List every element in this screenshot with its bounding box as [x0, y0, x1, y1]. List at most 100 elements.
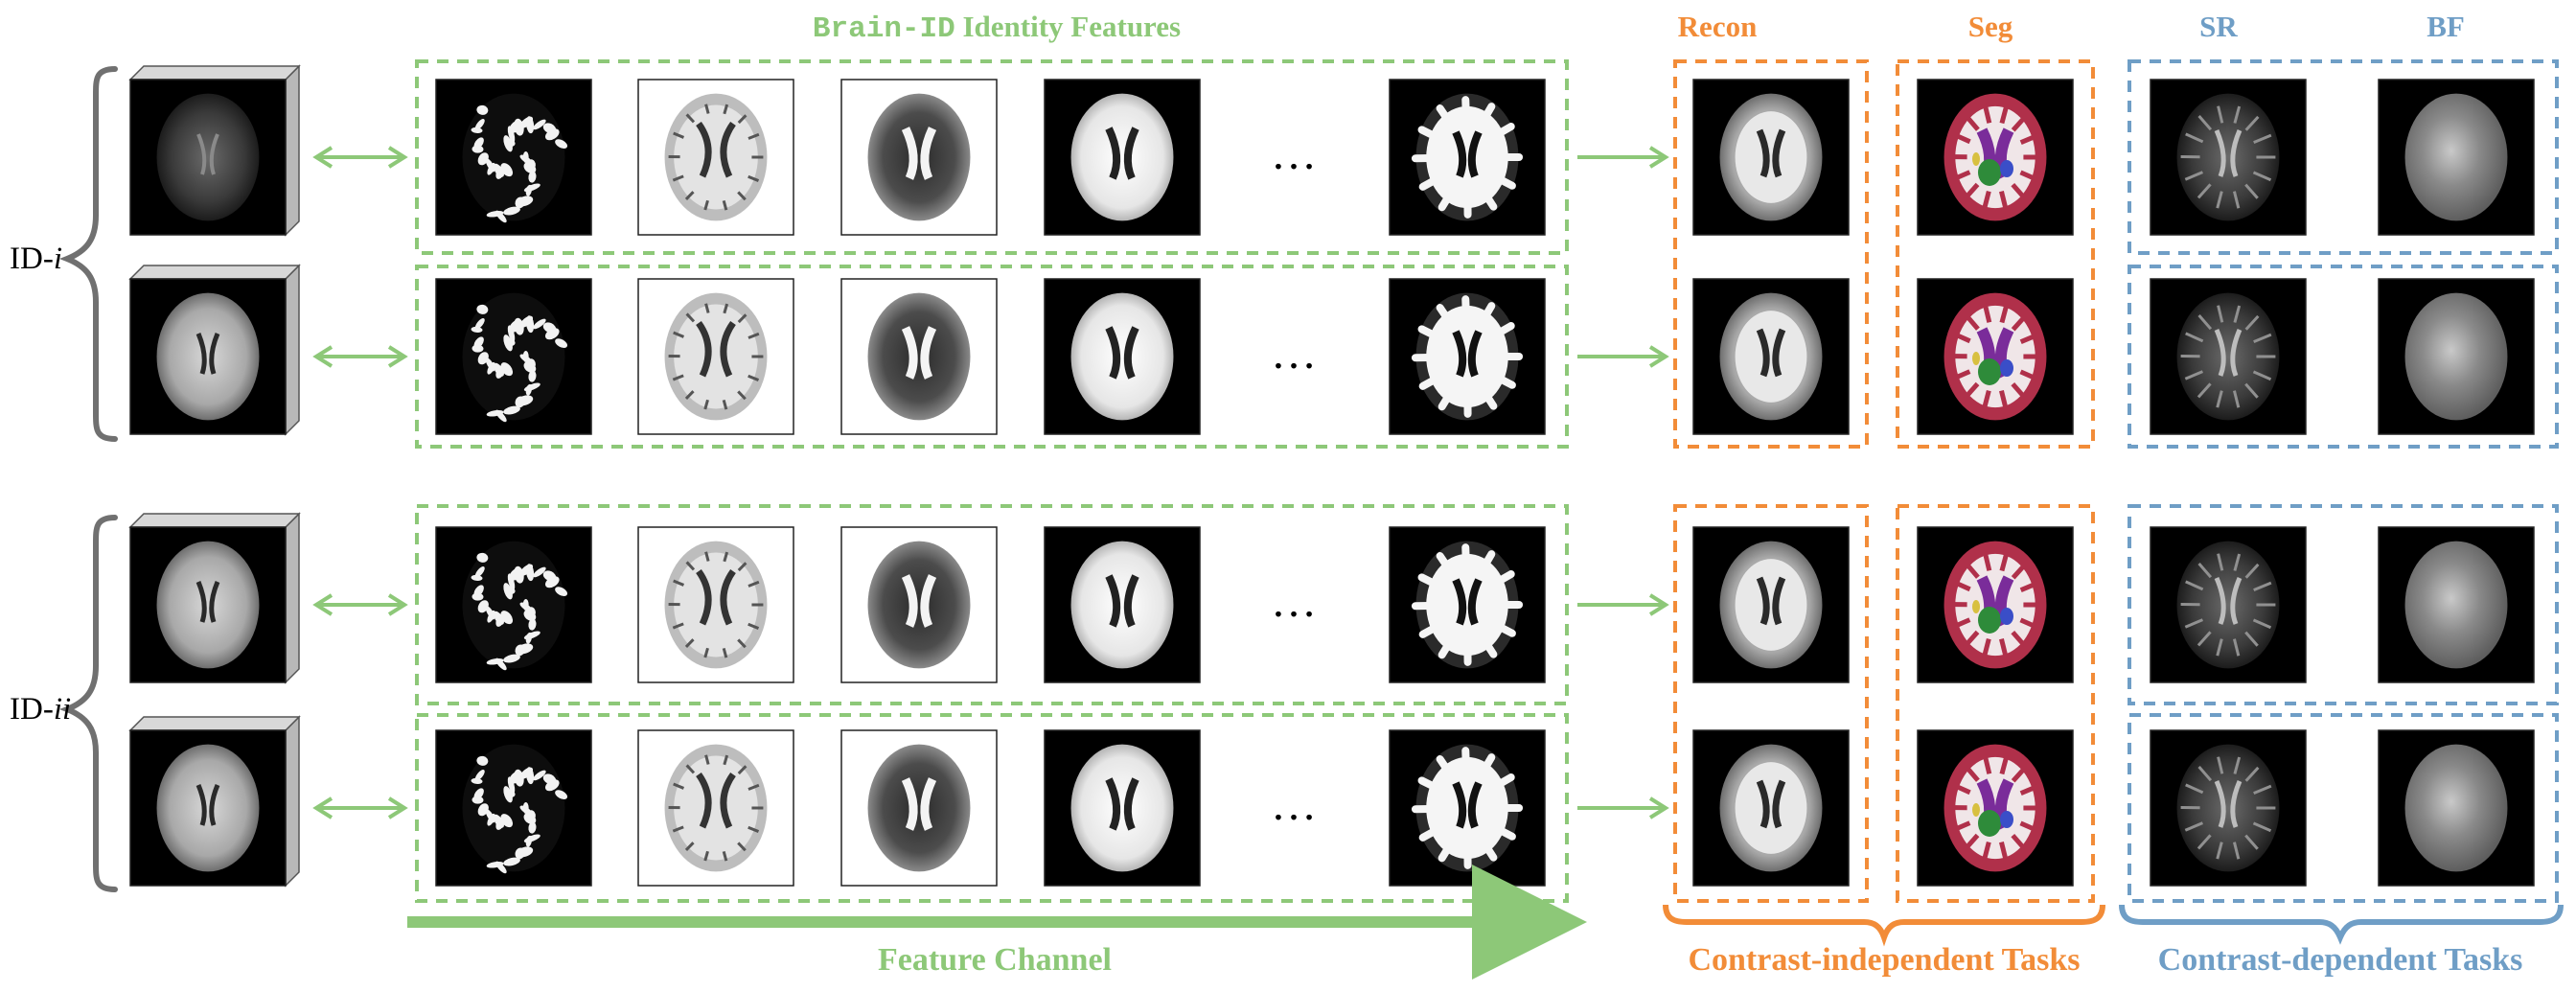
- feature-tile-r1-c5: [1390, 80, 1545, 235]
- feature-tile-r1-c4: [1045, 80, 1200, 235]
- contrast-dependent-brace: [2122, 905, 2561, 937]
- group-label-top-prefix: ID-: [10, 242, 54, 276]
- feature-task-arrow-3: [1577, 595, 1666, 614]
- feature-tile-r3-c5: [1390, 527, 1545, 682]
- input-volume-2-face: [130, 279, 286, 434]
- feature-tile-r2-c2: [638, 279, 794, 434]
- seg-tile-4-thalamus: [2000, 811, 2013, 828]
- feature-tile-r3-c4: [1045, 527, 1200, 682]
- seg-tile-2-deep-gm: [1978, 358, 2001, 385]
- feature-tile-r1-c5-gyrus: [1465, 100, 1466, 119]
- feature-tile-r1-c3-brain: [868, 94, 971, 221]
- seg-tile-1-deep-gm: [1978, 159, 2001, 186]
- feature-tile-r3-c1: [436, 527, 591, 682]
- feature-tile-r1-c4-brain: [1071, 94, 1174, 221]
- sr-tile-3: [2150, 527, 2306, 682]
- recon-title: Recon: [1678, 10, 1758, 43]
- input-volume-2-face-brain: [157, 293, 260, 421]
- bf-tile-4-field: [2405, 745, 2508, 872]
- bf-tile-2-field: [2405, 293, 2508, 421]
- group-brace-bottom: [67, 518, 115, 889]
- dynamic-layer: … … … …: [130, 61, 2534, 901]
- feature-tile-r2-c5-gyrus: [1465, 299, 1466, 318]
- feature-tile-r4-c3: [841, 730, 997, 886]
- input-volume-3-face: [130, 527, 286, 682]
- features-title-rest: Identity Features: [955, 10, 1181, 43]
- seg-tile-3-thalamus: [2000, 608, 2013, 625]
- feature-tile-r2-c2-inner: [674, 305, 758, 409]
- features-title: Brain-ID Identity Features: [813, 10, 1181, 46]
- features-title-mono: Brain-ID: [813, 12, 955, 46]
- feature-ellipsis-4: …: [1271, 779, 1317, 830]
- contrast-independent-brace: [1666, 905, 2103, 937]
- feature-tile-r4-c5-gyrus: [1465, 750, 1466, 770]
- seg-tile-3: [1918, 527, 2073, 682]
- feature-tile-r2-c3-brain: [868, 293, 971, 421]
- feature-task-arrow-1: [1577, 148, 1666, 167]
- group-label-bottom-prefix: ID-: [10, 692, 54, 727]
- seg-tile-3-deep-gm: [1978, 607, 2001, 634]
- feature-tile-r2-c1: [436, 279, 591, 434]
- input-volume-4: [130, 717, 299, 886]
- feature-tile-r2-c5: [1390, 279, 1545, 434]
- feature-task-arrow-4: [1577, 798, 1666, 818]
- feature-tile-r4-c2-inner: [674, 756, 758, 861]
- seg-tile-1-thalamus: [2000, 160, 2013, 177]
- contrast-independent-label: Contrast-independent Tasks: [1688, 942, 2080, 978]
- input-volume-2: [130, 265, 299, 434]
- feature-tile-r2-c4-brain: [1071, 293, 1174, 421]
- group-brace-top: [67, 69, 115, 439]
- bf-tile-1: [2379, 80, 2534, 235]
- feature-tile-r3-c4-brain: [1071, 542, 1174, 669]
- bf-tile-1-field: [2405, 94, 2508, 221]
- feature-tile-r3-c3-brain: [868, 542, 971, 669]
- feature-tile-r4-c1: [436, 730, 591, 886]
- feature-tile-r4-c2: [638, 730, 794, 886]
- group-label-bottom-italic: ii: [54, 692, 71, 727]
- feature-ellipsis-3: …: [1271, 576, 1317, 627]
- feature-tile-r4-c3-brain: [868, 745, 971, 872]
- recon-tile-4-wm: [1736, 762, 1807, 854]
- seg-tile-1: [1918, 80, 2073, 235]
- bf-tile-4: [2379, 730, 2534, 886]
- input-volume-3-top: [130, 514, 299, 527]
- recon-tile-1-wm: [1736, 111, 1807, 203]
- feature-ellipsis-2: …: [1271, 328, 1317, 379]
- input-volume-3: [130, 514, 299, 682]
- feature-tile-r3-c5-gyrus: [1465, 547, 1466, 566]
- seg-tile-3-putamen: [1972, 600, 1980, 613]
- input-volume-4-face-brain: [157, 745, 260, 872]
- input-volume-4-top: [130, 717, 299, 730]
- contrast-dependent-label: Contrast-dependent Tasks: [2158, 942, 2523, 978]
- seg-tile-4-putamen: [1972, 803, 1980, 817]
- sr-tile-2: [2150, 279, 2306, 434]
- sr-tile-4: [2150, 730, 2306, 886]
- seg-tile-2-thalamus: [2000, 359, 2013, 377]
- group-label-bottom: ID-ii: [10, 692, 71, 727]
- group-label-top: ID-i: [10, 242, 62, 276]
- recon-tile-1: [1693, 80, 1849, 235]
- input-volume-3-side: [286, 514, 299, 682]
- input-volume-2-top: [130, 265, 299, 279]
- seg-tile-2: [1918, 279, 2073, 434]
- input-volume-3-face-brain: [157, 542, 260, 669]
- input-feature-arrow-2: [316, 347, 404, 366]
- feature-ellipsis-1: …: [1271, 128, 1317, 179]
- bf-tile-3-field: [2405, 542, 2508, 669]
- recon-tile-2-wm: [1736, 311, 1807, 403]
- seg-tile-4-deep-gm: [1978, 810, 2001, 837]
- feature-channel-label: Feature Channel: [878, 942, 1112, 978]
- input-feature-arrow-1: [316, 148, 404, 167]
- input-volume-4-face: [130, 730, 286, 886]
- bf-tile-2: [2379, 279, 2534, 434]
- feature-tile-r1-c2: [638, 80, 794, 235]
- feature-tile-r4-c4-brain: [1071, 745, 1174, 872]
- input-volume-1-top: [130, 66, 299, 80]
- feature-tile-r3-c2-inner: [674, 553, 758, 657]
- feature-task-arrow-2: [1577, 347, 1666, 366]
- feature-tile-r4-c5: [1390, 730, 1545, 886]
- input-volume-1-face-brain: [157, 94, 260, 221]
- recon-tile-3-wm: [1736, 559, 1807, 651]
- seg-tile-4: [1918, 730, 2073, 886]
